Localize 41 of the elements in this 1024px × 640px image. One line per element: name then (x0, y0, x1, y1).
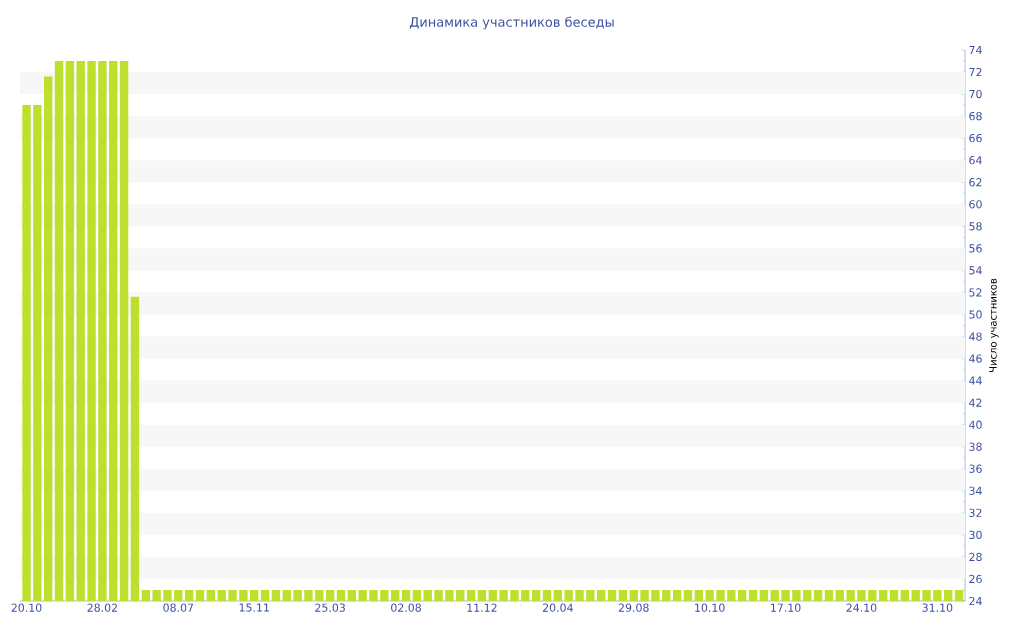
x-tick-label: 20.04 (542, 603, 573, 612)
y-tick-label: 44 (969, 376, 982, 385)
y-tick-label: 32 (969, 508, 982, 517)
x-tick-label: 08.07 (163, 603, 194, 612)
y-tick-label: 64 (969, 156, 982, 165)
x-tick-label: 28.02 (87, 603, 117, 612)
x-tick-label: 11.12 (467, 603, 497, 612)
x-tick-label: 31.10 (922, 603, 953, 612)
y-tick-label: 24 (969, 596, 982, 606)
x-tick-label: 10.10 (695, 603, 725, 612)
y-tick-label: 38 (969, 442, 982, 451)
y-tick-label: 56 (969, 244, 982, 253)
y-tick-label: 72 (969, 67, 982, 77)
y-tick-label: 68 (969, 111, 982, 121)
y-tick-label: 36 (969, 464, 982, 473)
y-tick-label: 46 (969, 354, 982, 363)
x-tick-label: 20.10 (11, 603, 42, 612)
y-tick-label: 74 (969, 46, 982, 54)
x-tick-label: 24.10 (846, 603, 877, 612)
y-tick-label: 52 (969, 288, 982, 297)
y-tick-label: 42 (969, 398, 982, 407)
y-tick-label: 26 (969, 574, 982, 584)
y-tick-label: 48 (969, 332, 982, 341)
x-tick-label: 15.11 (239, 603, 269, 612)
y-tick-label: 58 (969, 222, 982, 231)
y-tick-label: 70 (969, 89, 982, 99)
x-tick-label: 02.08 (391, 603, 421, 612)
y-tick-label: 54 (969, 266, 982, 275)
y-tick-label: 34 (969, 486, 982, 495)
y-axis-title: Число участников (989, 278, 999, 372)
y-tick-label: 62 (969, 178, 982, 187)
y-tick-label: 30 (969, 530, 982, 540)
y-tick-label: 66 (969, 134, 982, 143)
x-tick-label: 25.03 (315, 603, 345, 612)
y-tick-label: 60 (969, 200, 982, 209)
x-tick-label: 29.08 (618, 603, 649, 612)
chart-title: Динамика участников беседы (409, 16, 614, 30)
y-tick-label: 40 (969, 420, 982, 429)
x-tick-label: 17.10 (771, 603, 801, 612)
y-tick-label: 28 (969, 552, 982, 562)
y-tick-label: 50 (969, 310, 982, 319)
